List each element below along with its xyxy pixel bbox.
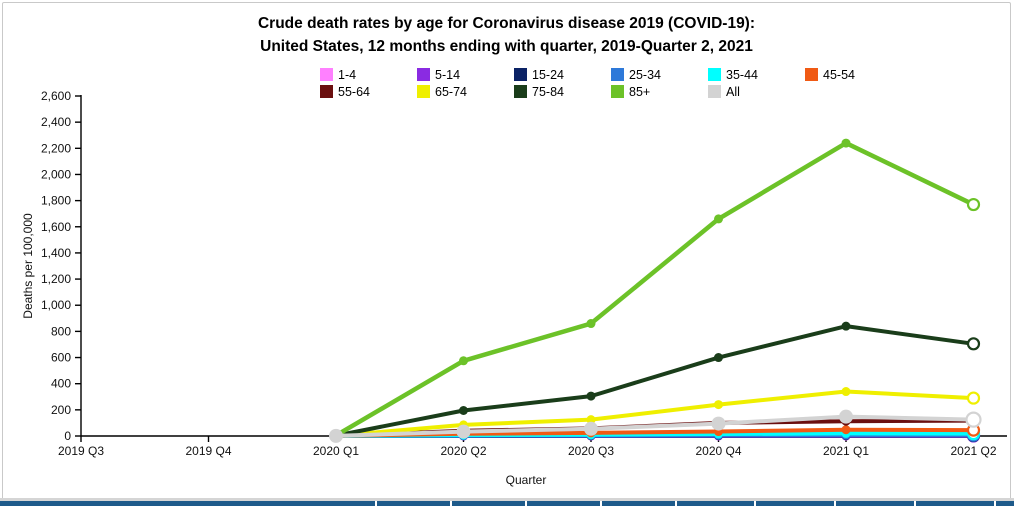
data-point[interactable] (842, 322, 851, 331)
table-column-separator (675, 501, 677, 506)
table-column-separator (375, 501, 377, 506)
data-point[interactable] (714, 400, 723, 409)
y-axis-title: Deaths per 100,000 (21, 201, 35, 331)
x-tick-label: 2020 Q1 (313, 444, 359, 458)
y-tick-label: 1,800 (41, 194, 71, 208)
y-tick-label: 800 (51, 324, 71, 338)
y-tick-label: 2,400 (41, 115, 71, 129)
table-column-separator (450, 501, 452, 506)
data-point[interactable] (842, 425, 851, 434)
table-column-separator (834, 501, 836, 506)
y-tick-label: 1,200 (41, 272, 71, 286)
x-axis-title: Quarter (81, 473, 971, 487)
data-point[interactable] (842, 387, 851, 396)
y-tick-label: 400 (51, 377, 71, 391)
data-point-open[interactable] (968, 199, 979, 210)
y-tick-label: 0 (64, 429, 71, 443)
table-column-separator (994, 501, 996, 506)
data-point[interactable] (839, 410, 853, 424)
y-tick-label: 2,200 (41, 141, 71, 155)
data-point[interactable] (587, 319, 596, 328)
y-tick-label: 200 (51, 403, 71, 417)
x-tick-label: 2020 Q4 (695, 444, 741, 458)
x-tick-label: 2020 Q2 (440, 444, 486, 458)
data-point[interactable] (457, 425, 471, 439)
x-tick-label: 2019 Q3 (58, 444, 104, 458)
x-tick-label: 2019 Q4 (185, 444, 231, 458)
data-point-open[interactable] (968, 338, 979, 349)
table-column-separator (914, 501, 916, 506)
y-tick-label: 1,400 (41, 246, 71, 260)
data-point-open[interactable] (967, 413, 981, 427)
data-point[interactable] (459, 406, 468, 415)
x-tick-label: 2021 Q2 (950, 444, 996, 458)
data-point[interactable] (329, 429, 343, 443)
data-point[interactable] (587, 392, 596, 401)
data-point[interactable] (459, 356, 468, 365)
data-point[interactable] (584, 422, 598, 436)
y-tick-label: 600 (51, 351, 71, 365)
table-column-separator (754, 501, 756, 506)
table-header-bar (0, 501, 1014, 506)
y-tick-label: 1,600 (41, 220, 71, 234)
data-point[interactable] (842, 139, 851, 148)
x-tick-label: 2020 Q3 (568, 444, 614, 458)
data-point[interactable] (712, 417, 726, 431)
data-point[interactable] (714, 214, 723, 223)
data-point[interactable] (714, 353, 723, 362)
y-tick-label: 2,600 (41, 89, 71, 103)
table-header-strip (0, 498, 1014, 506)
chart-plot-area: 0 200 400 600 800 1,000 1,200 1,400 1,600 1,800 2,… (3, 3, 1014, 509)
data-point-open[interactable] (968, 393, 979, 404)
y-tick-label: 2,000 (41, 167, 71, 181)
table-column-separator (600, 501, 602, 506)
y-tick-label: 1,000 (41, 298, 71, 312)
x-tick-label: 2021 Q1 (823, 444, 869, 458)
table-column-separator (525, 501, 527, 506)
